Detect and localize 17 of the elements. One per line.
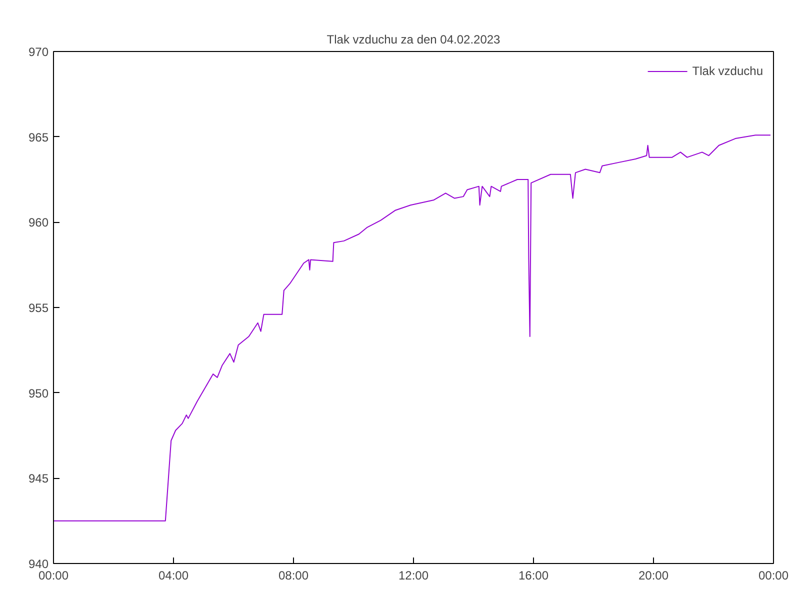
x-tick-label: 12:00: [398, 568, 429, 582]
x-tick-label: 00:00: [758, 568, 789, 582]
y-tick-label: 940: [28, 557, 49, 571]
x-tick-label: 00:00: [38, 568, 69, 582]
y-tick-label: 970: [28, 45, 49, 59]
x-tick-label: 20:00: [638, 568, 669, 582]
y-tick-label: 965: [28, 130, 49, 144]
y-tick-label: 950: [28, 386, 49, 400]
line-series: [54, 134, 771, 522]
y-tick-label: 945: [28, 472, 49, 486]
chart-title: Tlak vzduchu za den 04.02.2023: [326, 32, 501, 46]
x-tick-label: 04:00: [158, 568, 189, 582]
x-tick-label: 08:00: [278, 568, 309, 582]
y-tick-label: 955: [28, 301, 49, 315]
x-tick-label: 16:00: [518, 568, 549, 582]
y-tick-label: 960: [28, 216, 49, 230]
legend-label: Tlak vzduchu: [692, 64, 763, 78]
